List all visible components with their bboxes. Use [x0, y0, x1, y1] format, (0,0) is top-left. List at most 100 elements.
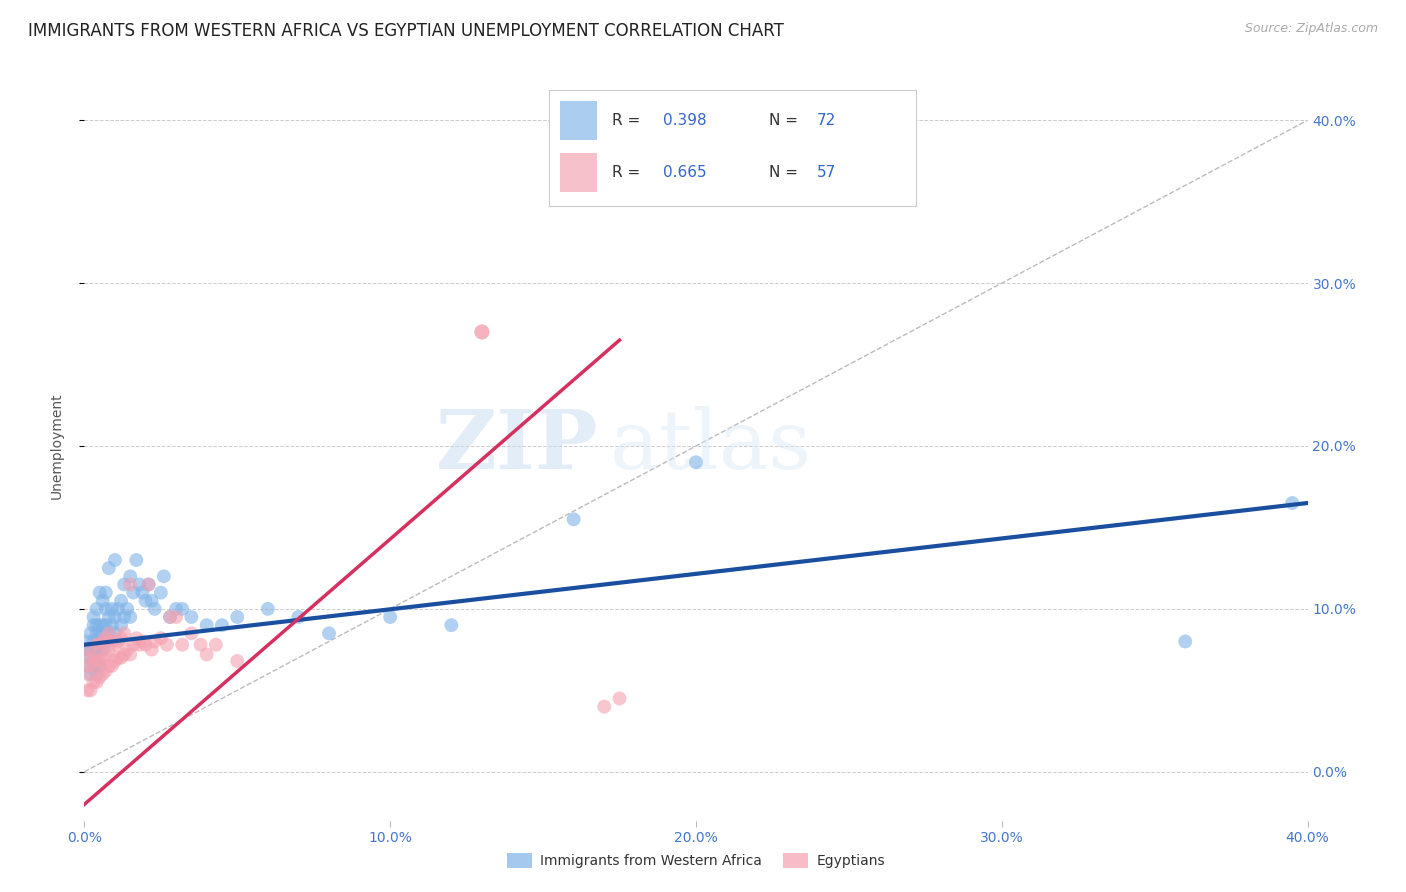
Text: atlas: atlas: [610, 406, 813, 486]
Point: [112, 626, 135, 640]
Point: [76, 650, 98, 665]
Point: [104, 553, 127, 567]
Point: [86, 602, 108, 616]
Point: [149, 631, 172, 645]
Point: [97, 626, 120, 640]
Point: [172, 638, 194, 652]
Point: [593, 699, 616, 714]
Point: [165, 610, 187, 624]
Point: [195, 618, 218, 632]
Point: [122, 638, 145, 652]
Point: [83, 634, 105, 648]
Point: [101, 634, 124, 648]
Point: [94, 602, 117, 616]
Text: Source: ZipAtlas.com: Source: ZipAtlas.com: [1244, 22, 1378, 36]
Point: [1281, 496, 1303, 510]
Point: [125, 631, 148, 645]
Point: [101, 602, 124, 616]
Point: [97, 626, 120, 640]
Point: [165, 602, 187, 616]
Point: [172, 602, 194, 616]
Point: [104, 638, 127, 652]
Point: [107, 634, 129, 648]
Point: [83, 650, 105, 665]
Point: [79, 667, 101, 681]
Point: [97, 659, 120, 673]
Point: [79, 642, 101, 657]
Point: [83, 650, 105, 665]
Point: [141, 593, 163, 607]
Point: [97, 610, 120, 624]
Point: [143, 602, 166, 616]
Point: [138, 577, 160, 591]
Point: [86, 642, 108, 657]
Point: [685, 455, 707, 469]
Point: [115, 642, 138, 657]
Point: [287, 610, 309, 624]
Point: [159, 610, 181, 624]
Point: [112, 610, 135, 624]
Text: IMMIGRANTS FROM WESTERN AFRICA VS EGYPTIAN UNEMPLOYMENT CORRELATION CHART: IMMIGRANTS FROM WESTERN AFRICA VS EGYPTI…: [28, 22, 785, 40]
Point: [380, 610, 402, 624]
Point: [141, 642, 163, 657]
Point: [94, 664, 117, 678]
Point: [76, 667, 98, 681]
Point: [180, 626, 202, 640]
Point: [135, 593, 157, 607]
Point: [86, 638, 108, 652]
Point: [76, 683, 98, 698]
Point: [97, 642, 120, 657]
Point: [128, 577, 150, 591]
Point: [76, 642, 98, 657]
Point: [440, 618, 463, 632]
Point: [159, 610, 181, 624]
Point: [107, 650, 129, 665]
Point: [122, 585, 145, 599]
Point: [104, 610, 127, 624]
Point: [104, 654, 127, 668]
Point: [89, 626, 111, 640]
Point: [156, 638, 179, 652]
Point: [89, 638, 111, 652]
Point: [76, 634, 98, 648]
Point: [86, 618, 108, 632]
Point: [94, 618, 117, 632]
Point: [153, 569, 176, 583]
Point: [120, 648, 142, 662]
Point: [89, 585, 111, 599]
Point: [89, 642, 111, 657]
Point: [180, 610, 202, 624]
Point: [110, 650, 132, 665]
Point: [83, 675, 105, 690]
Point: [107, 602, 129, 616]
Point: [205, 638, 228, 652]
Point: [86, 626, 108, 640]
Point: [101, 659, 124, 673]
Point: [89, 659, 111, 673]
Point: [110, 618, 132, 632]
Point: [91, 593, 114, 607]
Point: [101, 618, 124, 632]
Point: [83, 610, 105, 624]
Point: [89, 654, 111, 668]
Point: [86, 675, 108, 690]
Point: [86, 667, 108, 681]
Point: [471, 325, 494, 339]
Point: [190, 638, 212, 652]
Point: [257, 602, 280, 616]
Legend: Immigrants from Western Africa, Egyptians: Immigrants from Western Africa, Egyptian…: [502, 847, 890, 873]
Point: [91, 626, 114, 640]
Point: [94, 631, 117, 645]
Point: [83, 618, 105, 632]
Point: [318, 626, 340, 640]
Point: [115, 602, 138, 616]
Point: [195, 648, 218, 662]
Point: [149, 585, 172, 599]
Point: [131, 634, 153, 648]
Point: [120, 577, 142, 591]
Point: [83, 659, 105, 673]
Y-axis label: Unemployment: Unemployment: [49, 392, 63, 500]
Point: [94, 648, 117, 662]
Point: [83, 659, 105, 673]
Point: [91, 667, 114, 681]
